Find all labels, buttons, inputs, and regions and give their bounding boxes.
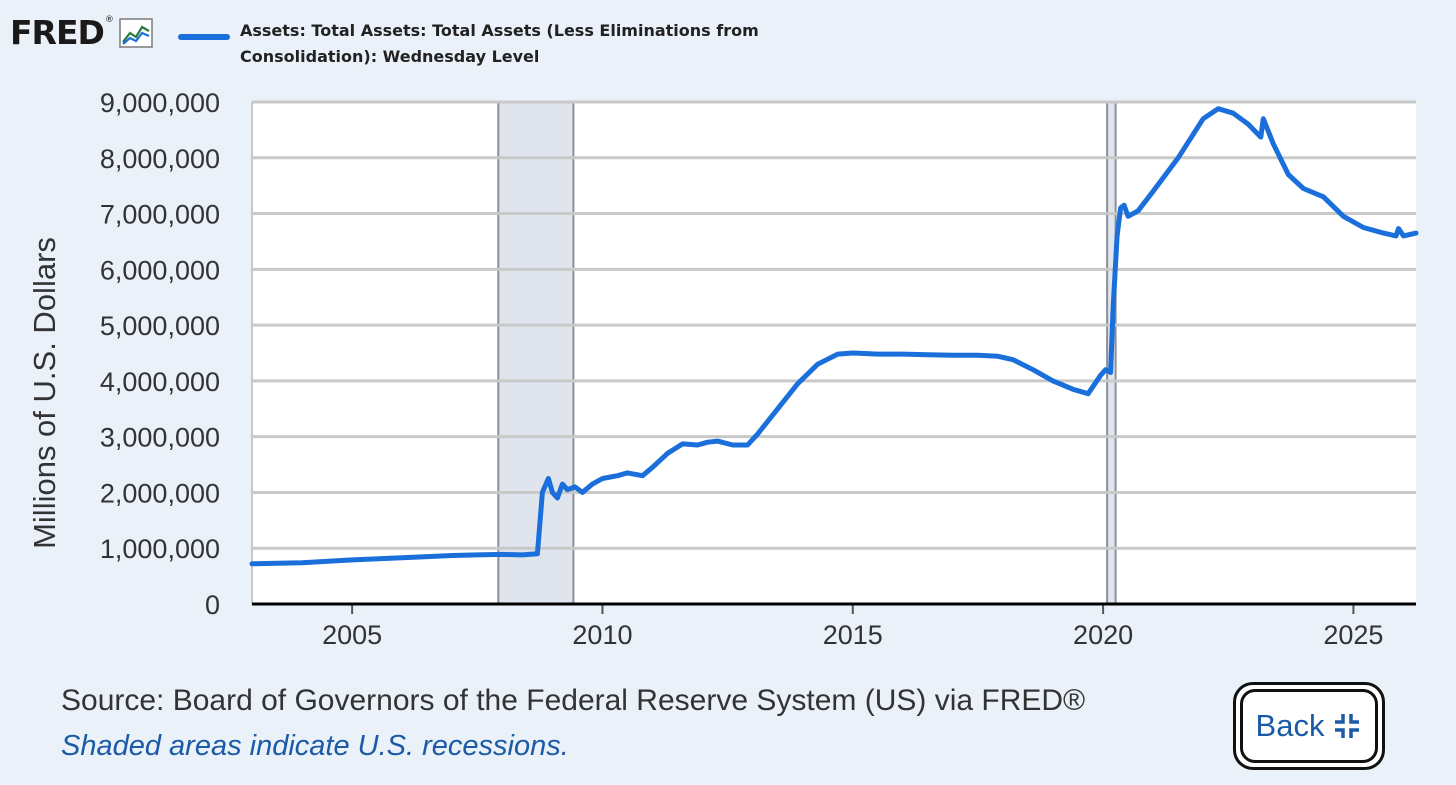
y-tick-label: 8,000,000 <box>100 144 220 174</box>
x-tick-label: 2020 <box>1073 620 1133 650</box>
x-tick-labels: 2005 2010 2015 2020 2025 <box>322 604 1383 650</box>
collapse-icon <box>1335 714 1360 738</box>
x-tick-label: 2025 <box>1323 620 1383 650</box>
y-tick-label: 4,000,000 <box>100 367 220 397</box>
x-tick-label: 2010 <box>572 620 632 650</box>
legend-swatch <box>178 34 230 40</box>
chart: 0 1,000,000 2,000,000 3,000,000 4,000,000 5,0… <box>27 88 1419 650</box>
fred-logo: FRED® <box>10 16 153 49</box>
chart-trend-icon <box>119 17 153 48</box>
recession-band <box>498 102 574 604</box>
y-tick-label: 2,000,000 <box>100 478 220 508</box>
back-button-inner: Back <box>1240 689 1378 763</box>
y-axis-label: Millions of U.S. Dollars <box>27 237 62 549</box>
y-tick-labels: 0 1,000,000 2,000,000 3,000,000 4,000,000 5,0… <box>100 88 220 620</box>
y-tick-label: 1,000,000 <box>100 534 220 564</box>
logo-registered-mark: ® <box>104 15 114 25</box>
recession-note: Shaded areas indicate U.S. recessions. <box>61 730 569 762</box>
plot-background <box>252 102 1416 604</box>
recession-shading <box>252 102 1416 604</box>
logo-text: FRED® <box>10 13 114 52</box>
y-tick-label: 7,000,000 <box>100 200 220 230</box>
y-tick-label: 5,000,000 <box>100 311 220 341</box>
series-line-total-assets <box>249 106 1419 567</box>
y-tick-label: 9,000,000 <box>100 88 220 118</box>
series-lines <box>249 106 1419 567</box>
gridlines <box>251 100 1416 604</box>
legend-label: Assets: Total Assets: Total Assets (Less… <box>240 21 759 66</box>
y-tick-label: 6,000,000 <box>100 255 220 285</box>
back-label: Back <box>1255 708 1325 743</box>
source-line: Source: Board of Governors of the Federa… <box>61 684 1086 717</box>
x-tick-label: 2005 <box>322 620 382 650</box>
back-button[interactable]: Back <box>1233 682 1385 770</box>
y-tick-label: 0 <box>205 590 220 620</box>
y-tick-label: 3,000,000 <box>100 423 220 453</box>
x-tick-label: 2015 <box>823 620 883 650</box>
